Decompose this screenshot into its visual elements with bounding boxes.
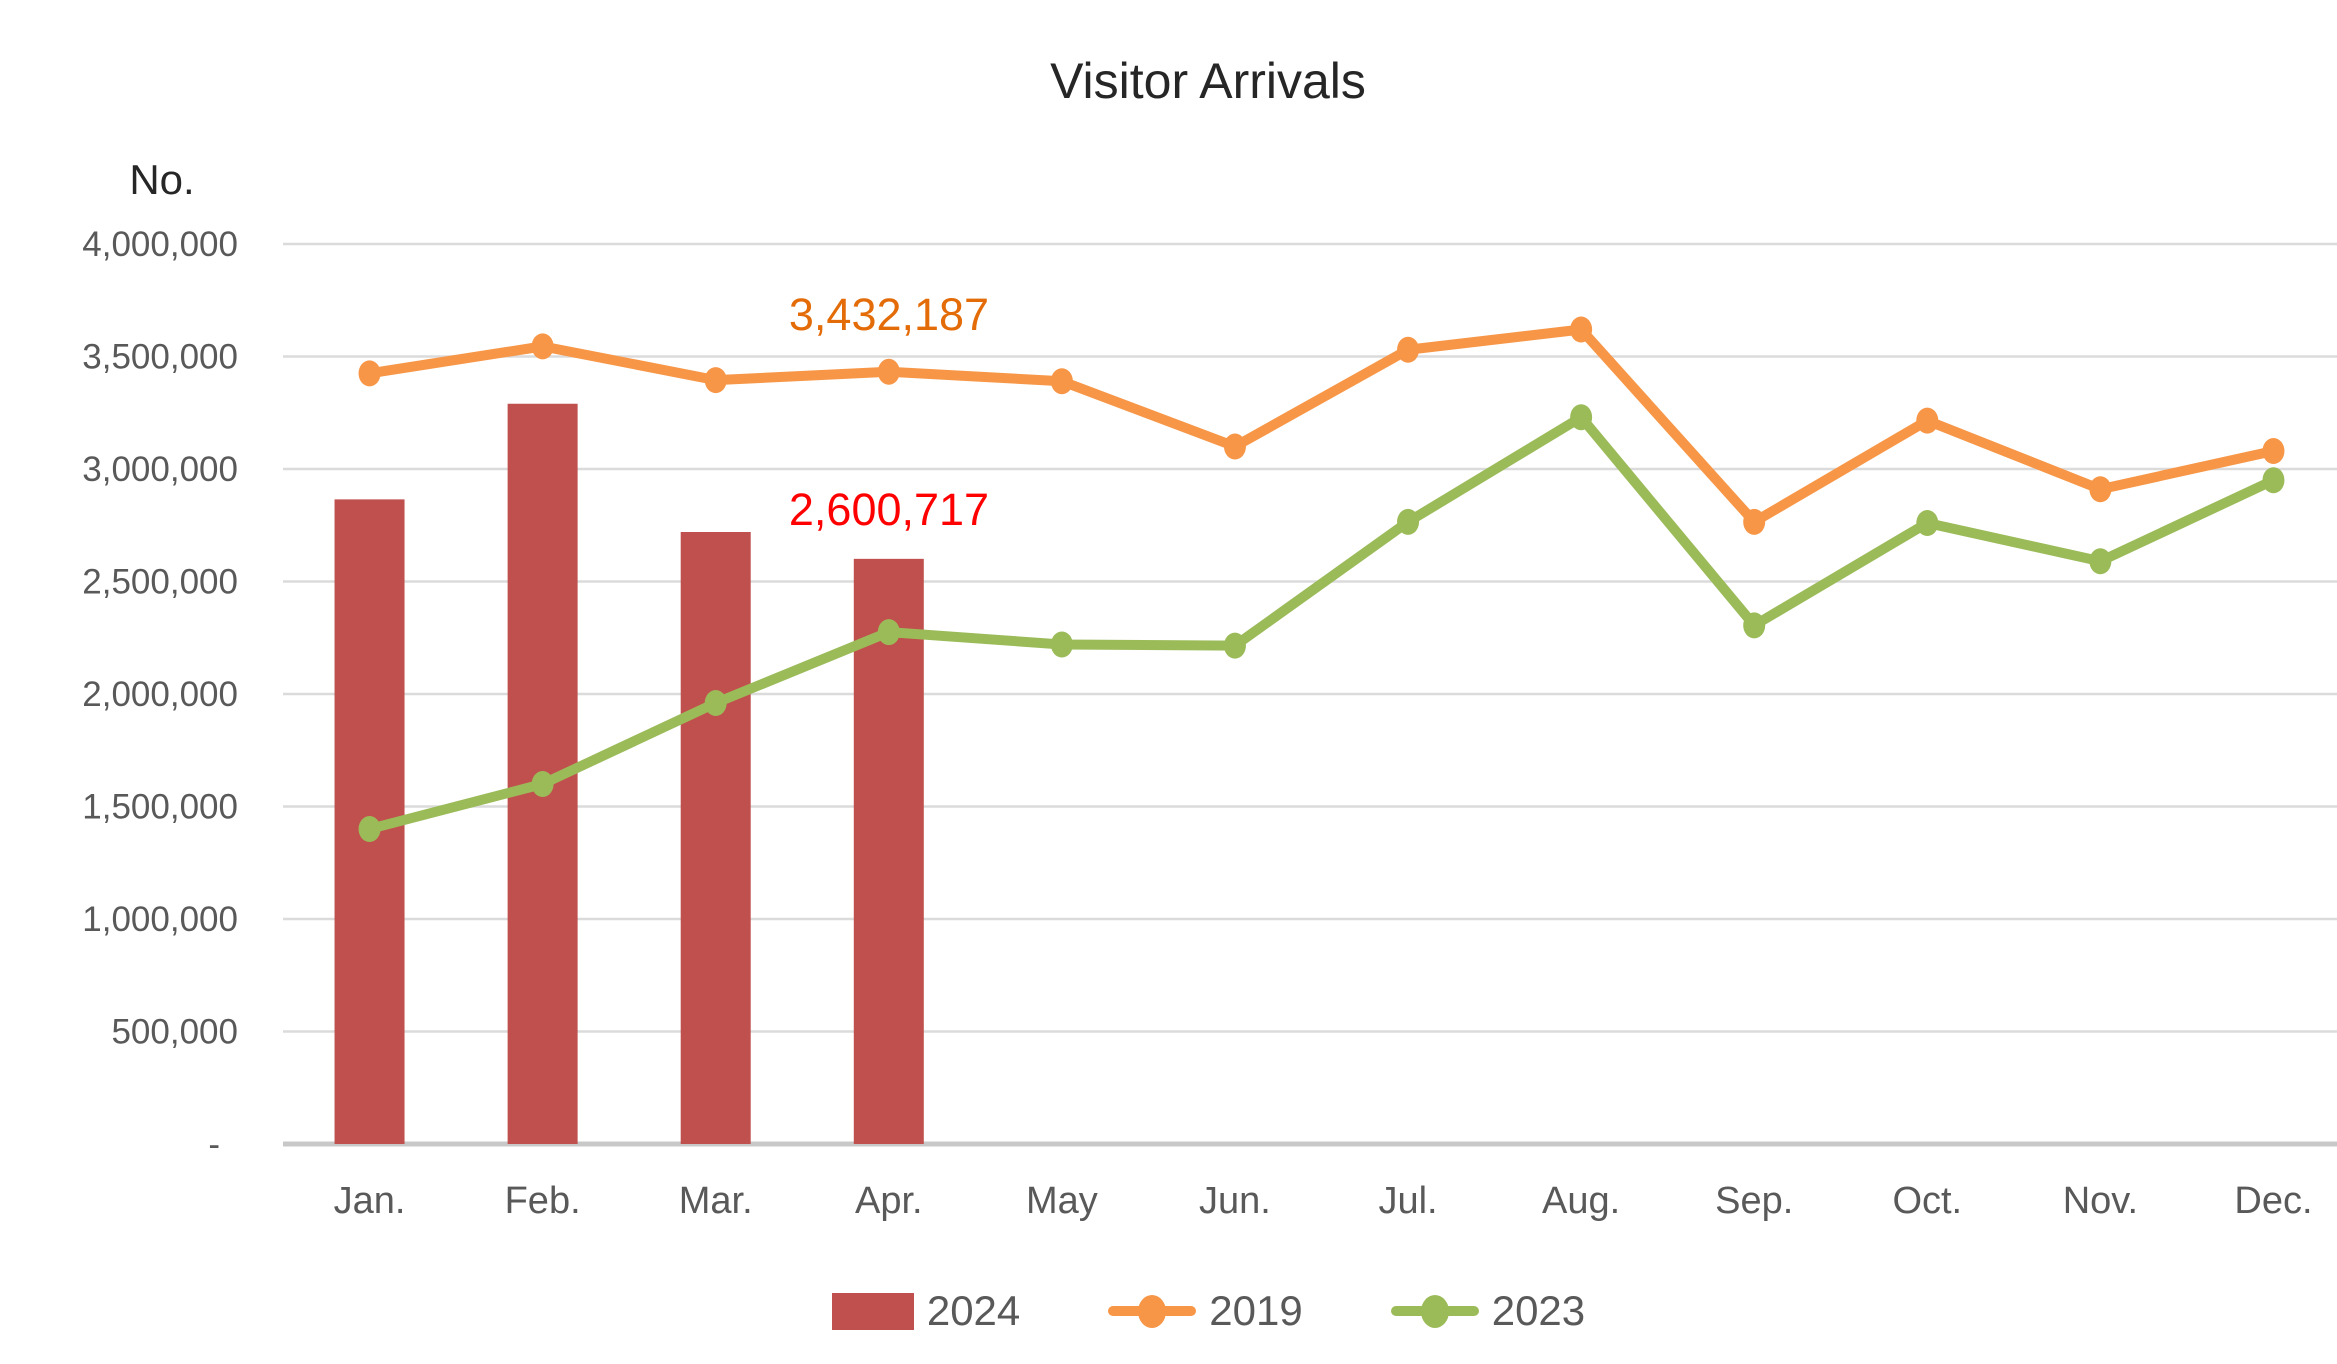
legend-item-2019: 2019 bbox=[1108, 1287, 1303, 1334]
point-2019-Jul. bbox=[1397, 336, 1420, 363]
point-2019-Nov. bbox=[2089, 476, 2112, 503]
x-tick-label: Dec. bbox=[2234, 1180, 2312, 1222]
line-2019 bbox=[364, 324, 2279, 527]
point-2023-May bbox=[1050, 631, 1073, 658]
x-axis-tick-labels: Jan. Feb. Mar. Apr. May Jun. Jul. Aug. Sep. Oct. N… bbox=[334, 1180, 2313, 1222]
x-tick-label: Jul. bbox=[1378, 1180, 1437, 1222]
point-2019-Apr. bbox=[877, 358, 900, 385]
y-tick-label: 2,000,000 bbox=[82, 675, 238, 714]
legend-bar-swatch-icon bbox=[831, 1292, 914, 1330]
point-2019-Dec. bbox=[2262, 438, 2285, 464]
visitor-arrivals-chart: - 500,000 1,000,000 1,500,000 2,000,000 2,500… bbox=[40, 16, 2337, 1348]
annotation-2024-apr: 2,600,717 bbox=[789, 484, 989, 535]
plot-area: - 500,000 1,000,000 1,500,000 2,000,000 2,500… bbox=[82, 53, 2337, 1222]
x-tick-label: Apr. bbox=[855, 1180, 923, 1222]
x-tick-label: May bbox=[1026, 1180, 1098, 1222]
line-series-2023 bbox=[358, 404, 2285, 842]
y-tick-label: 2,500,000 bbox=[82, 563, 238, 602]
point-2019-Sep. bbox=[1743, 508, 1766, 535]
point-2019-Jan. bbox=[358, 360, 381, 387]
point-2023-Nov. bbox=[2089, 548, 2112, 575]
point-2023-Jan. bbox=[358, 816, 381, 842]
point-2019-Mar. bbox=[704, 367, 727, 394]
point-2023-Jul. bbox=[1397, 508, 1420, 535]
x-tick-label: Jun. bbox=[1199, 1180, 1271, 1222]
y-tick-label: - bbox=[208, 1125, 220, 1164]
y-tick-label: 4,000,000 bbox=[82, 225, 238, 264]
legend-item-2024: 2024 bbox=[831, 1287, 1021, 1334]
y-axis-tick-labels: - 500,000 1,000,000 1,500,000 2,000,000 2,500… bbox=[82, 225, 238, 1164]
gridlines bbox=[283, 242, 2337, 1147]
y-tick-label: 1,000,000 bbox=[82, 900, 238, 939]
x-tick-label: Oct. bbox=[1892, 1180, 1962, 1222]
legend-line-dot-icon bbox=[1108, 1293, 1197, 1329]
y-axis-title: No. bbox=[129, 156, 194, 203]
legend-label-2024: 2024 bbox=[926, 1287, 1021, 1334]
y-tick-label: 3,500,000 bbox=[82, 338, 238, 377]
x-tick-label: Feb. bbox=[505, 1180, 581, 1222]
point-2019-May bbox=[1050, 368, 1073, 395]
x-tick-label: Sep. bbox=[1715, 1180, 1793, 1222]
x-tick-label: Nov. bbox=[2063, 1180, 2138, 1222]
bar-2024-Apr. bbox=[853, 558, 924, 1144]
point-2023-Jun. bbox=[1223, 632, 1246, 659]
point-2019-Oct. bbox=[1916, 407, 1939, 434]
point-2023-Mar. bbox=[704, 690, 727, 716]
legend-item-2023: 2023 bbox=[1390, 1287, 1586, 1334]
line-2023 bbox=[364, 412, 2279, 834]
point-2023-Apr. bbox=[877, 619, 900, 646]
point-2023-Dec. bbox=[2262, 467, 2285, 494]
chart-title: Visitor Arrivals bbox=[1050, 53, 1366, 109]
legend-label-2023: 2023 bbox=[1491, 1287, 1586, 1334]
point-2019-Aug. bbox=[1570, 316, 1593, 343]
line-series-2019 bbox=[358, 316, 2285, 535]
point-2019-Feb. bbox=[531, 333, 554, 360]
x-tick-label: Jan. bbox=[334, 1180, 406, 1222]
point-2023-Sep. bbox=[1743, 612, 1766, 639]
point-2023-Oct. bbox=[1916, 510, 1939, 536]
y-tick-label: 3,000,000 bbox=[82, 450, 238, 489]
y-tick-label: 1,500,000 bbox=[82, 788, 238, 827]
point-2019-Jun. bbox=[1223, 433, 1246, 460]
bar-2024-Mar. bbox=[680, 532, 751, 1144]
x-tick-label: Mar. bbox=[679, 1180, 753, 1222]
legend-label-2019: 2019 bbox=[1209, 1287, 1303, 1334]
legend: 2024 2019 2023 bbox=[40, 1290, 2337, 1332]
point-2023-Feb. bbox=[531, 771, 554, 797]
x-tick-label: Aug. bbox=[1542, 1180, 1620, 1222]
annotation-2019-apr: 3,432,187 bbox=[789, 289, 989, 340]
legend-line-dot-icon bbox=[1390, 1293, 1479, 1329]
point-2023-Aug. bbox=[1570, 404, 1593, 431]
y-tick-label: 500,000 bbox=[111, 1013, 238, 1052]
